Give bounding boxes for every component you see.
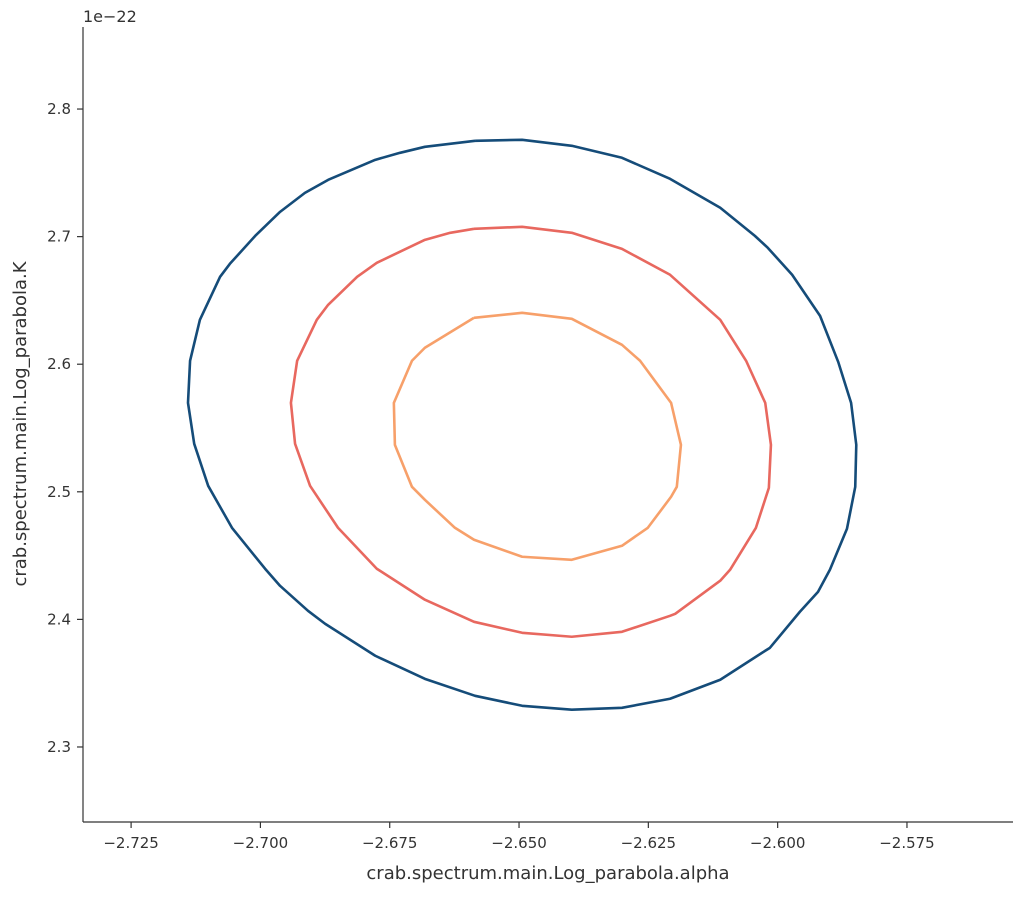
x-tick-label: −2.675	[362, 834, 418, 852]
x-tick-label: −2.600	[750, 834, 806, 852]
y-offset-label: 1e−22	[83, 7, 137, 26]
x-tick-label: −2.575	[879, 834, 935, 852]
y-tick-label: 2.6	[47, 355, 71, 373]
y-tick-label: 2.5	[47, 483, 71, 501]
y-tick-label: 2.7	[47, 228, 71, 246]
y-tick-label: 2.4	[47, 610, 71, 628]
contour-line	[289, 225, 773, 639]
contour-line	[392, 311, 683, 562]
x-tick-label: −2.625	[621, 834, 677, 852]
x-tick-label: −2.725	[103, 834, 159, 852]
y-axis-label: crab.spectrum.main.Log_parabola.K	[10, 260, 31, 586]
y-tick-label: 2.8	[47, 100, 71, 118]
y-tick-label: 2.3	[47, 738, 71, 756]
contour-line	[186, 138, 858, 712]
x-tick-label: −2.700	[233, 834, 289, 852]
x-tick-label: −2.650	[491, 834, 547, 852]
x-axis-label: crab.spectrum.main.Log_parabola.alpha	[366, 863, 729, 884]
